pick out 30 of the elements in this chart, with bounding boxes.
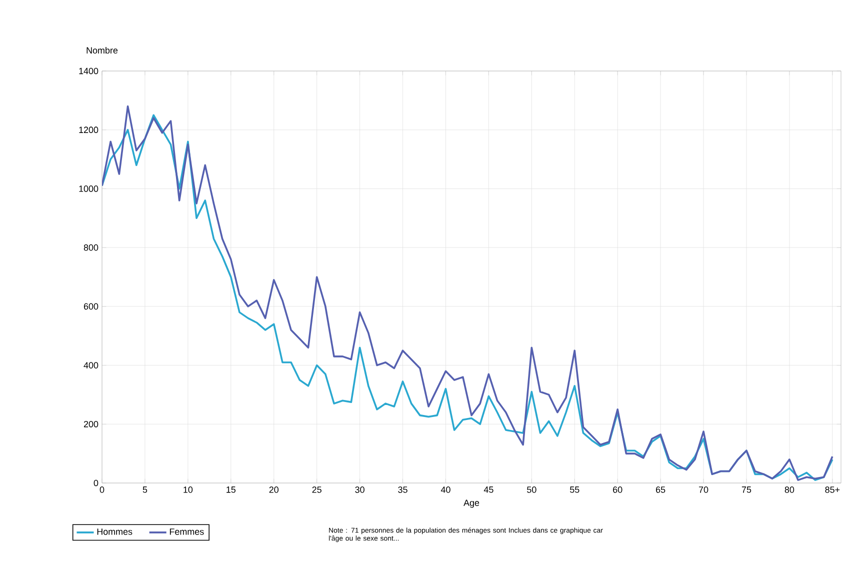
x-tick-label: 60 — [613, 486, 622, 493]
x-tick-label: 45 — [484, 486, 494, 493]
y-tick-label: 200 — [84, 420, 98, 428]
x-tick-label: 85+ — [825, 486, 840, 493]
x-tick-label: 5 — [142, 486, 148, 493]
y-tick-label: 600 — [84, 303, 98, 310]
legend-label: Femmes — [170, 528, 204, 535]
y-tick-label: 0 — [94, 480, 98, 486]
x-tick-label: 25 — [312, 486, 322, 493]
legend-label: Hommes — [97, 528, 132, 535]
x-axis-title: Age — [464, 500, 480, 508]
x-tick-label: 65 — [656, 486, 666, 493]
y-tick-label: 1400 — [79, 68, 98, 74]
x-tick-label: 50 — [527, 486, 536, 493]
x-tick-label: 35 — [398, 486, 408, 493]
x-tick-label: 15 — [226, 486, 236, 493]
x-tick-label: 30 — [355, 486, 364, 493]
y-tick-label: 1200 — [79, 126, 98, 134]
x-tick-label: 20 — [269, 486, 278, 493]
x-tick-label: 70 — [698, 486, 708, 493]
y-axis-title: Nombre — [86, 46, 118, 54]
y-tick-label: 800 — [84, 244, 98, 251]
y-tick-label: 1000 — [79, 186, 98, 192]
x-tick-label: 10 — [184, 486, 193, 493]
x-tick-label: 55 — [570, 486, 580, 493]
y-tick-label: 400 — [84, 362, 98, 368]
x-tick-label: 75 — [742, 486, 752, 493]
x-tick-label: 80 — [784, 486, 794, 493]
x-tick-label: 0 — [100, 486, 104, 493]
x-tick-label: 40 — [440, 486, 450, 493]
